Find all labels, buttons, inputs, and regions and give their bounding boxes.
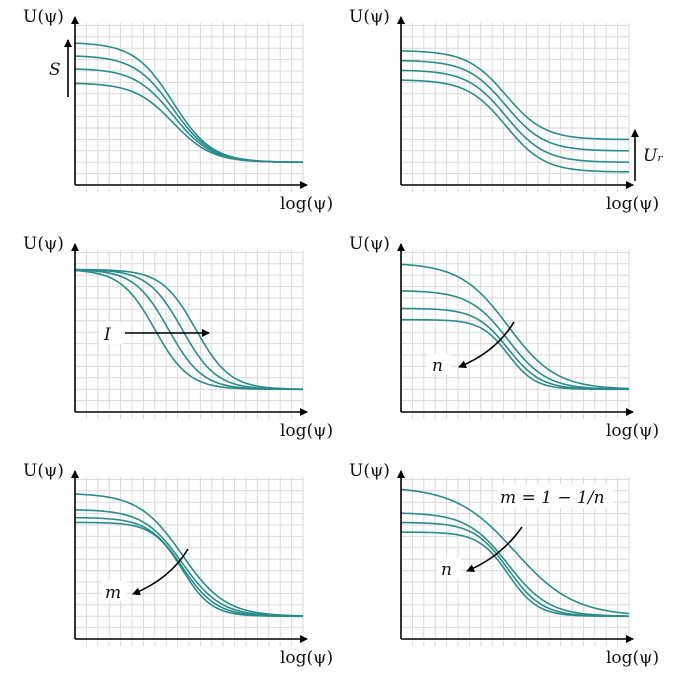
curves	[74, 42, 304, 164]
x-axis-label: log(ψ)	[606, 421, 659, 441]
panel-n: U(ψ) log(ψ) n	[349, 234, 659, 441]
curves	[400, 488, 630, 618]
x-axis-label: log(ψ)	[606, 648, 659, 668]
annotation-n: n	[441, 560, 452, 580]
y-axis-label: U(ψ)	[23, 234, 64, 254]
m-arrow	[132, 548, 189, 596]
retention-curve-2	[400, 59, 630, 152]
formula-bg	[497, 484, 613, 508]
n-arrow	[458, 321, 515, 369]
retention-curve-4	[74, 268, 304, 390]
grid	[401, 23, 630, 192]
curves	[74, 268, 304, 391]
panel-m: U(ψ) log(ψ) m	[23, 461, 333, 668]
annotation-ur: Uᵣ	[643, 146, 663, 166]
retention-curve-4	[400, 531, 630, 618]
label-bg	[99, 322, 123, 344]
y-axis-label: U(ψ)	[23, 7, 64, 27]
panel-i: U(ψ) log(ψ) I	[23, 234, 333, 441]
retention-curve-4	[74, 82, 304, 164]
retention-curve-1	[400, 263, 630, 390]
retention-curve-3	[400, 69, 630, 163]
annotation-n: n	[432, 356, 443, 376]
label-bg	[437, 558, 461, 578]
retention-curve-1	[400, 488, 630, 615]
grid	[75, 23, 304, 192]
grid	[75, 477, 304, 646]
x-axis-label: log(ψ)	[280, 421, 333, 441]
y-axis-label: U(ψ)	[349, 7, 390, 27]
label-bg	[427, 354, 451, 374]
formula-label: m = 1 − 1/n	[500, 488, 605, 508]
retention-curve-1	[400, 50, 630, 141]
label-bg	[101, 581, 127, 601]
x-axis-label: log(ψ)	[280, 194, 333, 214]
curves	[74, 493, 304, 618]
retention-curve-2	[400, 290, 630, 390]
y-axis-label: U(ψ)	[349, 234, 390, 254]
retention-curve-2	[400, 512, 630, 617]
n-arrow	[466, 526, 523, 573]
retention-curve-1	[74, 493, 304, 617]
y-axis-label: U(ψ)	[349, 461, 390, 481]
annotation-i: I	[103, 325, 111, 345]
curves	[400, 50, 630, 173]
curves	[400, 263, 630, 391]
x-axis-label: log(ψ)	[606, 194, 659, 214]
retention-curve-3	[74, 268, 304, 391]
panel-ur: U(ψ) log(ψ) Uᵣ	[349, 7, 663, 214]
panel-mn: U(ψ) log(ψ) n m = 1 − 1/n	[349, 461, 659, 668]
x-axis-label: log(ψ)	[280, 648, 333, 668]
y-axis-label: U(ψ)	[23, 461, 64, 481]
panel-s: U(ψ) log(ψ) S	[23, 7, 333, 214]
annotation-s: S	[49, 60, 61, 80]
annotation-m: m	[105, 583, 121, 603]
retention-curve-4	[400, 79, 630, 173]
retention-curve-4	[74, 521, 303, 618]
retention-curve-4	[401, 318, 629, 391]
